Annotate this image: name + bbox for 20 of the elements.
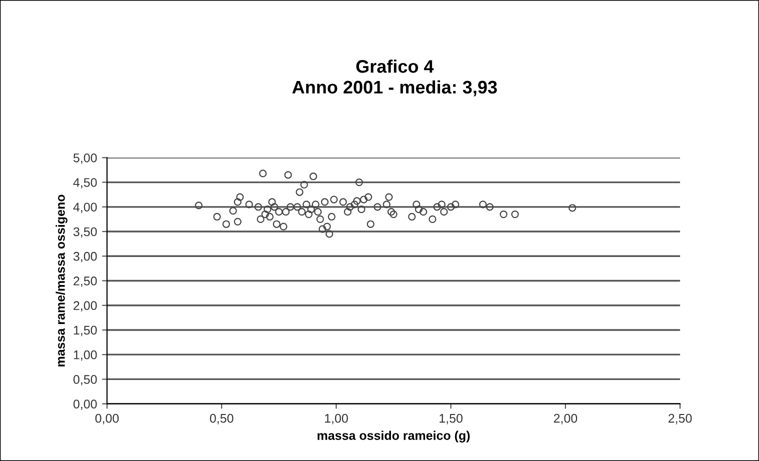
- y-tick-label: 1,50: [74, 326, 97, 336]
- y-tick-label: 1,00: [74, 350, 97, 361]
- y-tick-label: 2,50: [74, 276, 97, 287]
- y-tick-label: 0,00: [73, 400, 97, 410]
- x-tick-label: 2,00: [554, 414, 578, 424]
- y-tick-label: 0,50: [73, 375, 97, 386]
- y-tick-label: 3,00: [73, 252, 97, 262]
- x-axis-title: massa ossido rameico (g): [318, 430, 470, 442]
- x-tick-label: 2,50: [668, 414, 692, 424]
- y-tick-label: 2,00: [74, 301, 97, 312]
- x-tick-label: 0,50: [210, 414, 234, 424]
- y-tick-label: 4,50: [73, 178, 97, 188]
- y-tick-label: 5,00: [73, 153, 97, 164]
- y-tick-label: 4,00: [73, 202, 97, 214]
- y-axis-title: massa rame/massa ossigeno: [56, 194, 68, 366]
- x-tick-label: 1,50: [440, 414, 463, 424]
- chart-title: Grafico 4 Anno 2001 - media: 3,93: [292, 60, 497, 96]
- y-tick-label: 3,50: [73, 227, 97, 238]
- x-tick-label: 0,00: [95, 414, 119, 424]
- x-tick-label: 1,00: [325, 414, 348, 424]
